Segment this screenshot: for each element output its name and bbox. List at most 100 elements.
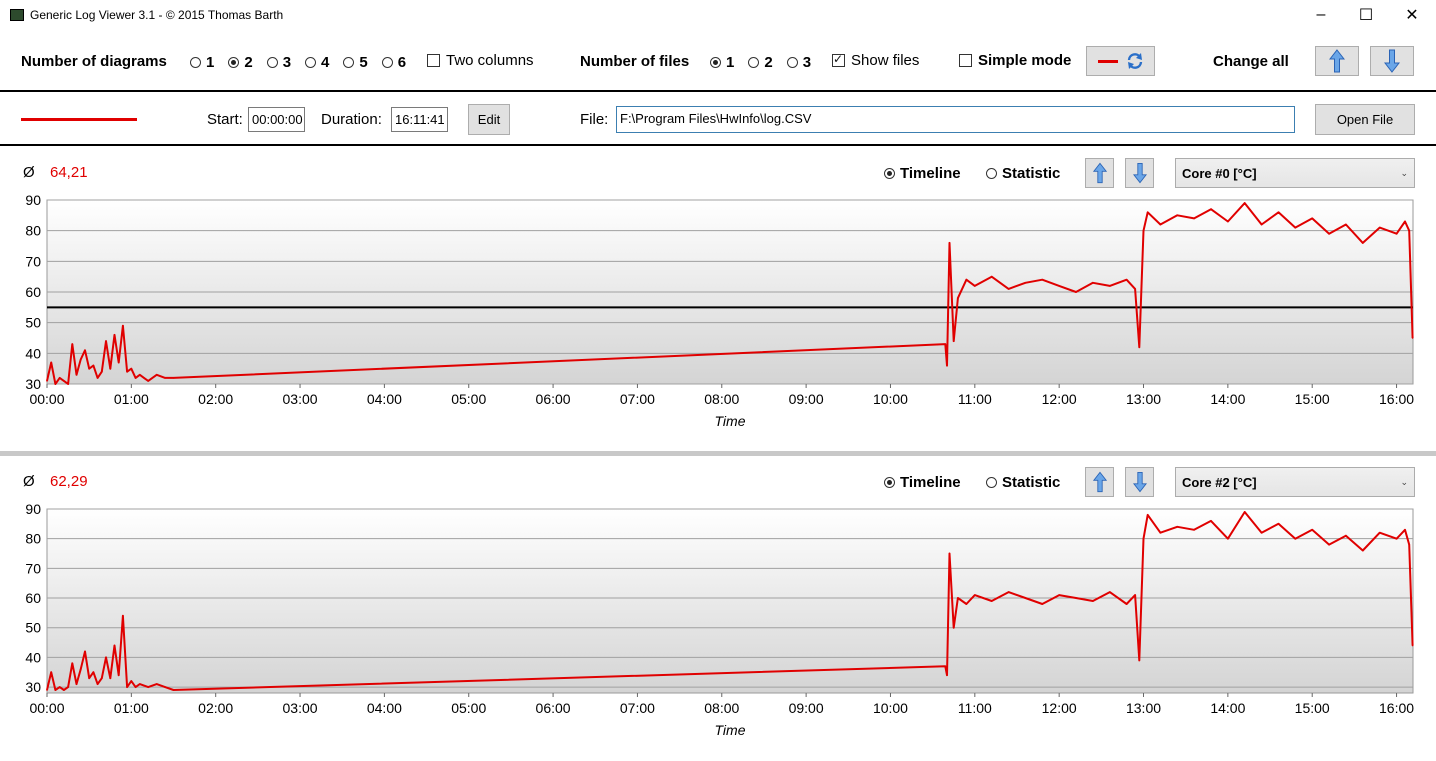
data-point [944, 343, 947, 345]
data-point [1260, 223, 1263, 226]
diagram-count-option-6[interactable]: 6 [381, 54, 406, 71]
data-point [1345, 534, 1347, 537]
sensor-select[interactable]: Core #0 [°C] ⌄ [1175, 158, 1415, 188]
diagram-move-down-button[interactable] [1125, 158, 1154, 188]
data-point [50, 361, 53, 364]
x-tick-label: 00:00 [29, 700, 64, 716]
data-point [96, 683, 99, 685]
show-files-label: Show files [851, 52, 920, 69]
data-point [101, 370, 103, 373]
y-tick-label: 30 [25, 679, 41, 695]
sensor-select[interactable]: Core #2 [°C] ⌄ [1175, 467, 1415, 497]
x-tick-label: 05:00 [451, 700, 486, 716]
simple-mode-checkbox[interactable]: Simple mode [959, 52, 1071, 69]
diagram-splitter[interactable] [0, 451, 1436, 456]
data-point [1024, 597, 1027, 599]
x-tick-label: 12:00 [1042, 391, 1077, 407]
chart-core-2: 30 40 50 60 70 80 90 00:00 01:00 02:00 03:00 04:00 0… [25, 503, 1414, 738]
x-tick-label: 13:00 [1126, 700, 1161, 716]
file-line-swatch [21, 118, 137, 121]
color-refresh-button[interactable] [1086, 46, 1155, 76]
data-point [1277, 211, 1280, 214]
data-point [1277, 523, 1280, 525]
x-tick-label: 06:00 [536, 700, 571, 716]
data-point [1075, 597, 1077, 599]
data-point [130, 680, 133, 682]
start-label: Start: [207, 111, 243, 128]
x-tick-label: 06:00 [536, 391, 571, 407]
x-tick-label: 11:00 [958, 700, 992, 716]
diagram-count-option-4[interactable]: 4 [305, 54, 329, 71]
data-point [1138, 659, 1141, 662]
x-tick-label: 16:00 [1379, 391, 1414, 407]
diagram-count-option-1[interactable]: 1 [190, 54, 214, 71]
data-point [974, 594, 976, 596]
data-point [122, 615, 124, 617]
timeline-radio[interactable]: Timeline [884, 165, 961, 182]
diagram-count-option-5[interactable]: 5 [343, 54, 368, 71]
diagram-move-down-button[interactable] [1125, 467, 1154, 497]
data-point [1007, 288, 1010, 290]
x-tick-label: 07:00 [620, 391, 655, 407]
simple-mode-check-box[interactable] [959, 54, 972, 67]
data-point [84, 650, 86, 653]
data-point [1134, 594, 1136, 596]
data-point [1134, 288, 1136, 290]
show-files-checkbox[interactable]: Show files [832, 52, 919, 69]
two-columns-check-box[interactable] [427, 54, 440, 67]
x-tick-label: 15:00 [1295, 391, 1330, 407]
data-point [172, 689, 175, 691]
start-time-input[interactable]: 00:00:00 [248, 107, 305, 132]
close-button[interactable]: ✕ [1405, 7, 1419, 24]
data-point [1411, 644, 1414, 647]
x-tick-label: 14:00 [1210, 391, 1245, 407]
diagram-move-up-button[interactable] [1085, 158, 1114, 188]
data-point [1193, 217, 1195, 220]
data-point [1311, 217, 1314, 220]
data-point [63, 380, 65, 382]
num-files-label: Number of files [580, 53, 690, 70]
data-point [134, 686, 137, 688]
data-point [1311, 528, 1314, 531]
sensor-select-value: Core #0 [°C] [1182, 165, 1257, 181]
data-point [1024, 282, 1027, 284]
file-row-divider [0, 144, 1436, 146]
statistic-radio[interactable]: Statistic [986, 474, 1060, 491]
diagram-count-option-2[interactable]: 2 [228, 54, 253, 71]
open-file-button[interactable]: Open File [1315, 104, 1415, 135]
move-up-all-button[interactable] [1315, 46, 1359, 76]
file-count-option-1[interactable]: 1 [710, 54, 734, 71]
chevron-down-icon: ⌄ [1400, 476, 1408, 487]
data-point [952, 340, 955, 342]
y-tick-label: 50 [25, 315, 41, 331]
show-files-check-box[interactable] [832, 52, 845, 67]
data-point [147, 686, 150, 688]
data-point [126, 686, 128, 688]
plot-area [46, 508, 1414, 694]
duration-label: Duration: [321, 111, 382, 128]
diagram-count-option-3[interactable]: 3 [266, 54, 291, 71]
statistic-radio[interactable]: Statistic [986, 165, 1060, 182]
file-count-option-3[interactable]: 3 [786, 54, 811, 71]
maximize-button[interactable]: ☐ [1358, 7, 1374, 24]
file-count-option-2[interactable]: 2 [748, 54, 773, 71]
timeline-radio[interactable]: Timeline [884, 474, 961, 491]
edit-button[interactable]: Edit [468, 104, 510, 135]
diagram-move-up-button[interactable] [1085, 467, 1114, 497]
data-point [75, 374, 78, 376]
file-count-group: 1 2 3 [710, 54, 825, 71]
arrow-up-icon [1329, 49, 1345, 73]
x-tick-label: 10:00 [873, 700, 908, 716]
file-path-input[interactable]: F:\Program Files\HwInfo\log.CSV [616, 106, 1295, 133]
data-point [1362, 242, 1364, 244]
two-columns-checkbox[interactable]: Two columns [427, 52, 534, 69]
data-point [1210, 520, 1212, 522]
x-tick-label: 12:00 [1042, 700, 1077, 716]
data-point [117, 361, 120, 364]
toolbar-divider [0, 90, 1436, 92]
move-down-all-button[interactable] [1370, 46, 1414, 76]
duration-input[interactable]: 16:11:41 [391, 107, 448, 132]
data-point [1058, 285, 1060, 287]
data-point [948, 242, 951, 244]
minimize-button[interactable]: – [1316, 6, 1326, 23]
